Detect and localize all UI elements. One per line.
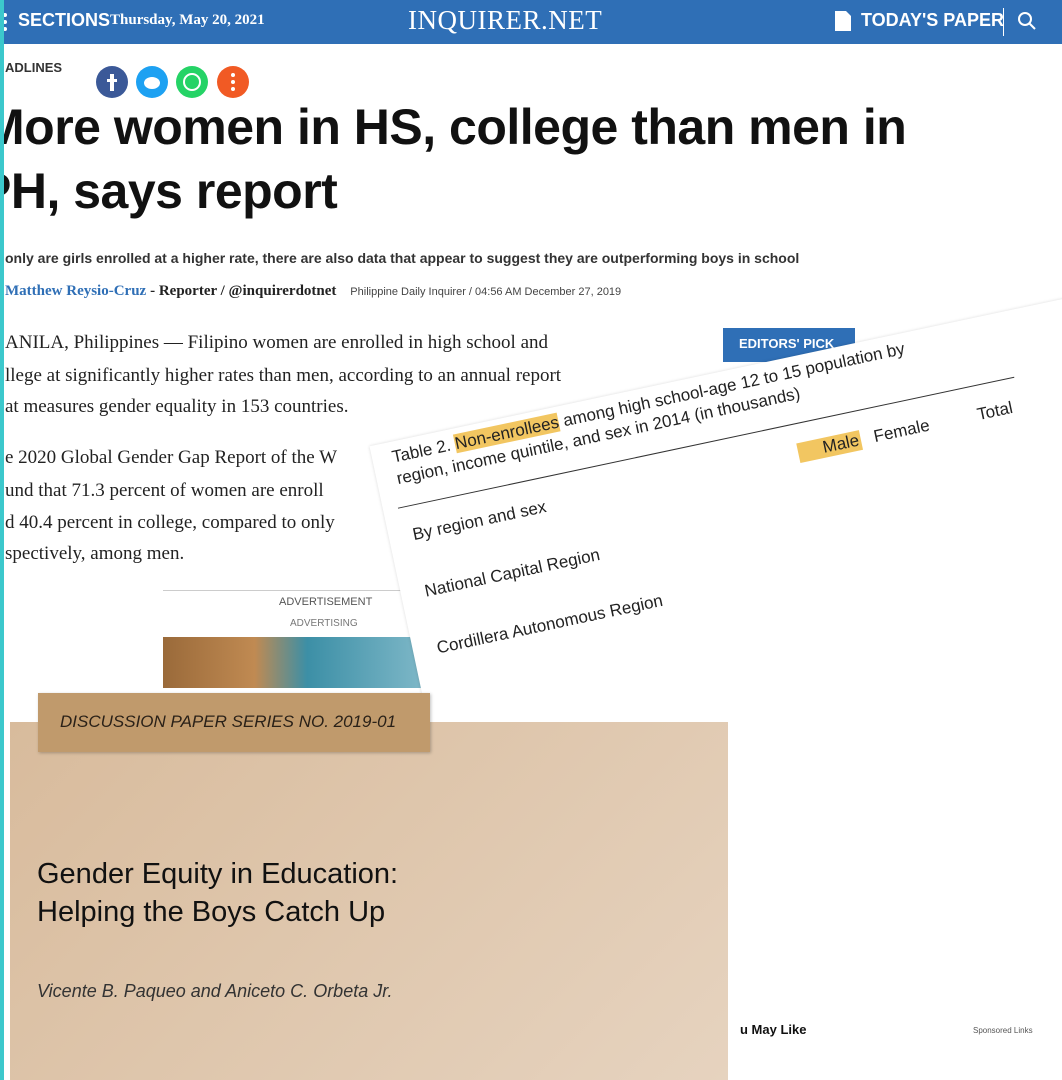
site-header: SECTIONS Thursday, May 20, 2021 INQUIRER… xyxy=(0,0,1062,44)
row-label: National Capital Region xyxy=(422,544,602,601)
body-line: spectively, among men. xyxy=(5,543,185,564)
column-header: Total xyxy=(975,397,1015,424)
body-line: d 40.4 percent in college, compared to o… xyxy=(5,512,335,533)
paper-icon[interactable] xyxy=(834,10,852,32)
ad-image[interactable] xyxy=(163,637,425,688)
body-line: e 2020 Global Gender Gap Report of the W xyxy=(5,447,338,468)
sponsored-label: Sponsored Links xyxy=(973,1026,1033,1035)
paper-authors: Vicente B. Paqueo and Aniceto C. Orbeta … xyxy=(37,981,393,1001)
recommend-heading: u May Like xyxy=(740,1022,807,1037)
headline-line: More women in HS, college than men in xyxy=(0,99,907,155)
series-banner: DISCUSSION PAPER SERIES NO. 2019-01 xyxy=(38,693,430,752)
body-line: at measures gender equality in 153 count… xyxy=(5,396,349,417)
kicker: ADLINES xyxy=(5,60,63,75)
ad-label: ADVERTISEMENT xyxy=(279,596,373,608)
body-line: llege at significantly higher rates than… xyxy=(5,365,562,386)
ad-label: ADVERTISING xyxy=(290,618,358,629)
ad-rule xyxy=(163,590,425,591)
subhead: only are girls enrolled at a higher rate… xyxy=(5,250,800,266)
menu-icon[interactable] xyxy=(2,12,8,32)
sections-link[interactable]: SECTIONS xyxy=(18,10,111,30)
row-label: Cordillera Autonomous Region xyxy=(434,590,665,658)
series-label: DISCUSSION PAPER SERIES NO. 2019-01 xyxy=(60,712,397,731)
headline-line: PH, says report xyxy=(0,163,338,219)
author-link[interactable]: Matthew Reysio-Cruz xyxy=(5,283,147,299)
search-icon[interactable] xyxy=(1016,10,1038,32)
share-buttons xyxy=(96,66,249,98)
date: Thursday, May 20, 2021 xyxy=(110,12,265,28)
todays-paper-link[interactable]: TODAY'S PAPER xyxy=(861,10,1004,30)
author-role: - Reporter / @inquirerdotnet xyxy=(150,283,337,299)
source: Philippine Daily Inquirer / 04:56 AM Dec… xyxy=(350,286,622,298)
row-label: By region and sex xyxy=(410,497,548,544)
body-line: und that 71.3 percent of women are enrol… xyxy=(5,480,324,501)
column-header: Male xyxy=(796,430,864,464)
paper-title: Helping the Boys Catch Up xyxy=(37,896,386,928)
column-header: Female xyxy=(871,415,932,446)
whatsapp-button[interactable] xyxy=(176,66,208,98)
divider xyxy=(1003,8,1004,36)
paper-title: Gender Equity in Education: xyxy=(37,858,399,890)
left-edge xyxy=(0,0,4,1080)
paper-cover: DISCUSSION PAPER SERIES NO. 2019-01 Gend… xyxy=(10,693,728,1080)
logo[interactable]: INQUIRER.NET xyxy=(408,5,603,35)
body-line: ANILA, Philippines — Filipino women are … xyxy=(5,332,549,353)
byline: Matthew Reysio-Cruz - Reporter / @inquir… xyxy=(5,282,621,300)
